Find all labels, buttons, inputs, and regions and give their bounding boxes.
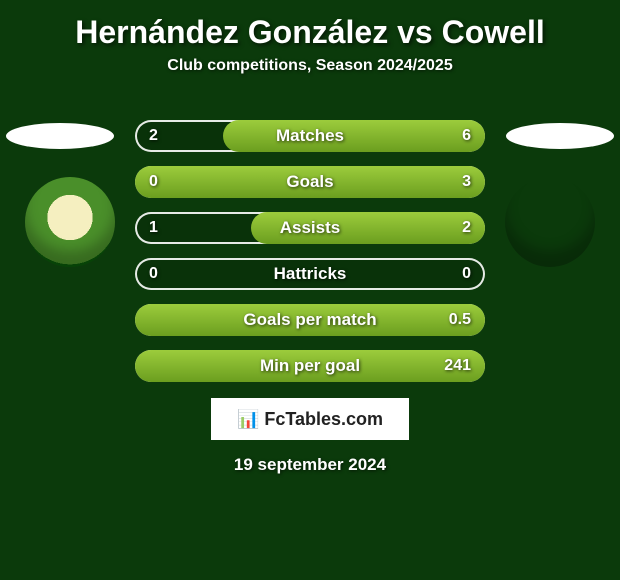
stat-value-right: 0 xyxy=(462,258,471,290)
player-avatar-right xyxy=(506,123,614,149)
stat-value-left: 2 xyxy=(149,120,158,152)
footer-brand-box[interactable]: 📊 FcTables.com xyxy=(211,398,409,440)
club-logo-right xyxy=(505,177,595,267)
stat-label: Min per goal xyxy=(135,350,485,382)
stat-value-left: 0 xyxy=(149,166,158,198)
page-title: Hernández González vs Cowell xyxy=(0,0,620,57)
stat-value-left: 0 xyxy=(149,258,158,290)
footer-brand-text: 📊 FcTables.com xyxy=(237,409,383,430)
club-logo-left xyxy=(25,177,115,267)
stat-row: Hattricks0 0 xyxy=(135,258,485,290)
stat-label: Matches xyxy=(135,120,485,152)
page-subtitle: Club competitions, Season 2024/2025 xyxy=(0,57,620,75)
stat-value-right: 3 xyxy=(462,166,471,198)
stat-value-right: 0.5 xyxy=(449,304,471,336)
stat-row: Goals per match0.5 xyxy=(135,304,485,336)
footer-date: 19 september 2024 xyxy=(0,455,620,475)
stat-row: Min per goal241 xyxy=(135,350,485,382)
stat-label: Goals xyxy=(135,166,485,198)
stat-value-right: 2 xyxy=(462,212,471,244)
stat-label: Goals per match xyxy=(135,304,485,336)
stat-label: Assists xyxy=(135,212,485,244)
stats-container: Matches26Goals03Assists12Hattricks00Goal… xyxy=(135,120,485,396)
stat-value-right: 241 xyxy=(444,350,471,382)
stat-value-right: 6 xyxy=(462,120,471,152)
stat-row: Assists1 2 xyxy=(135,212,485,244)
stat-row: Goals0 3 xyxy=(135,166,485,198)
stat-row: Matches2 6 xyxy=(135,120,485,152)
stat-label: Hattricks xyxy=(135,258,485,290)
player-avatar-left xyxy=(6,123,114,149)
stat-value-left: 1 xyxy=(149,212,158,244)
